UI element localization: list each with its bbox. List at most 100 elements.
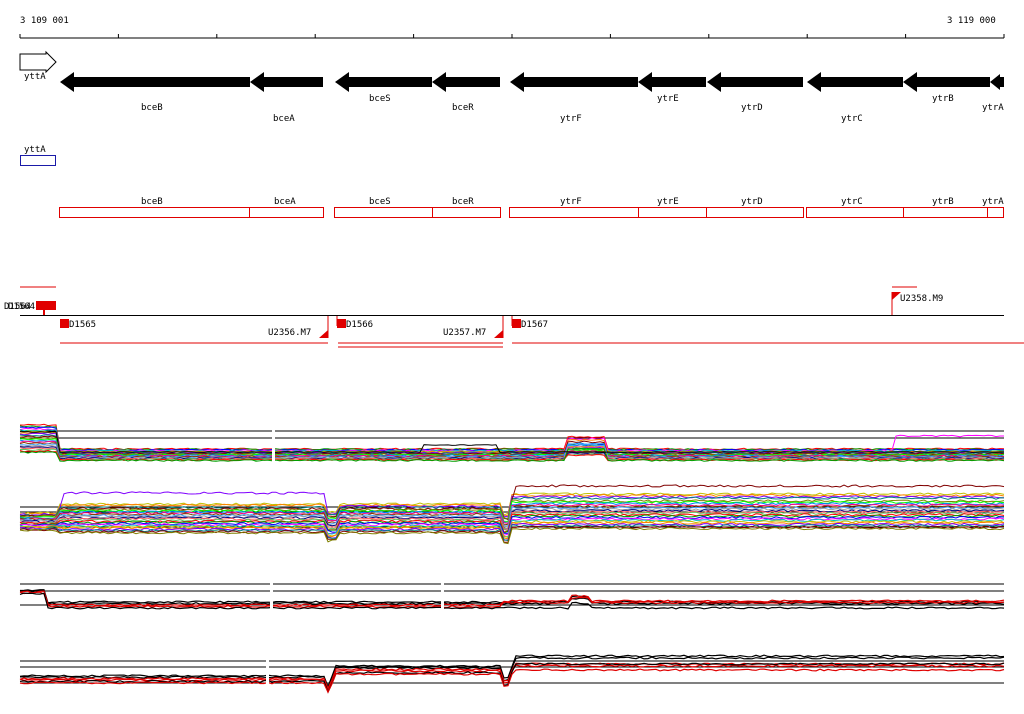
box-label-bceb: bceB	[141, 197, 163, 207]
gene-track: yttA bceB bceA bceS bceR ytrF ytrE ytrD …	[19, 50, 1004, 124]
expression-profile	[19, 506, 1005, 527]
expression-profile	[19, 448, 1005, 461]
gene-arrow-bceb[interactable]	[60, 72, 250, 92]
gene-arrow-ytrc[interactable]	[807, 72, 903, 92]
operon-box-bces[interactable]	[334, 207, 433, 218]
element-label-u2357: U2357.M7	[443, 328, 486, 338]
expression-profile	[19, 447, 1005, 462]
expression-track-3	[19, 568, 1005, 619]
expression-profile	[19, 590, 1005, 607]
ruler-ticks	[19, 34, 1005, 38]
expression-profile	[19, 524, 1005, 542]
segment-gap	[441, 568, 444, 619]
gene-arrow-ytrb[interactable]	[903, 72, 990, 92]
expression-profile	[19, 589, 1005, 606]
element-label-d1564-overlap: D1564	[8, 302, 35, 312]
regulatory-track: D1564 D1564 D1565 U2356.M7 D1566 U2357.M…	[4, 286, 1024, 348]
gene-arrow-ytta[interactable]	[19, 50, 57, 74]
gene-label-bces: bceS	[369, 94, 391, 104]
gene-label-ytrd: ytrD	[741, 103, 763, 113]
expression-profile	[19, 429, 1005, 453]
expression-profile	[19, 502, 1005, 524]
promoter-block-d1564[interactable]	[36, 301, 56, 310]
gene-arrow-bces[interactable]	[335, 72, 432, 92]
operon-box-ytta[interactable]	[20, 155, 56, 166]
operon-box-ytra[interactable]	[987, 207, 1004, 218]
box-label-bces: bceS	[369, 197, 391, 207]
element-label-d1565: D1565	[69, 320, 96, 330]
expression-profile	[19, 510, 1005, 530]
element-label-d1566: D1566	[346, 320, 373, 330]
expression-profile	[19, 668, 1005, 694]
box-label-ytta: yttA	[24, 145, 46, 155]
promoter-block-d1567[interactable]	[512, 319, 521, 328]
promoter-block-d1565[interactable]	[60, 319, 69, 328]
expression-track-4	[19, 645, 1005, 697]
expression-profile	[19, 515, 1005, 534]
gene-label-bcer: bceR	[452, 103, 474, 113]
operon-box-bceb[interactable]	[59, 207, 250, 218]
expression-profile	[19, 592, 1005, 610]
box-label-bcea: bceA	[274, 197, 296, 207]
expression-profile	[19, 662, 1005, 694]
operon-box-bcea[interactable]	[249, 207, 324, 218]
gene-label-ytta: yttA	[24, 72, 46, 82]
gene-arrow-ytra[interactable]	[990, 74, 1004, 90]
terminator-u2357[interactable]	[494, 330, 503, 338]
element-label-d1567: D1567	[521, 320, 548, 330]
box-label-ytrb: ytrB	[932, 197, 954, 207]
expression-profile	[19, 491, 1004, 518]
terminator-u2358[interactable]	[892, 292, 901, 300]
expression-profile	[19, 507, 1005, 528]
box-label-ytrc: ytrC	[841, 197, 863, 207]
expression-profile	[19, 526, 1005, 545]
expression-profile	[19, 518, 1005, 538]
expression-profile	[19, 427, 1004, 452]
segment-gap	[272, 415, 275, 466]
box-label-bcer: bceR	[452, 197, 474, 207]
gene-label-bceb: bceB	[141, 103, 163, 113]
gene-arrow-ytrf[interactable]	[510, 72, 638, 92]
expression-profile	[19, 508, 1005, 530]
expression-profile	[19, 441, 1005, 458]
box-label-ytre: ytrE	[657, 197, 679, 207]
expression-track-2	[19, 484, 1005, 545]
element-label-u2358: U2358.M9	[900, 294, 943, 304]
expression-profile	[19, 522, 1005, 541]
gene-label-ytrb: ytrB	[932, 94, 954, 104]
terminator-u2356[interactable]	[319, 330, 328, 338]
element-label-u2356: U2356.M7	[268, 328, 311, 338]
expression-profile	[19, 431, 1005, 453]
gene-label-bcea: bceA	[273, 114, 295, 124]
operon-box-ytrf[interactable]	[509, 207, 639, 218]
expression-profile	[19, 493, 1005, 517]
segment-gap	[270, 568, 273, 619]
gene-arrow-ytrd[interactable]	[707, 72, 803, 92]
gene-arrow-bcea[interactable]	[250, 72, 323, 92]
gene-arrow-bcer[interactable]	[432, 72, 500, 92]
expression-profile	[19, 439, 1005, 457]
box-label-ytra: ytrA	[982, 197, 1004, 207]
gene-label-ytre: ytrE	[657, 94, 679, 104]
operon-box-ytrb[interactable]	[903, 207, 988, 218]
ruler-start-label: 3 109 001	[20, 16, 69, 26]
expression-track-1	[19, 415, 1005, 466]
operon-box-bcer[interactable]	[432, 207, 501, 218]
gene-label-ytra: ytrA	[982, 103, 1004, 113]
gene-label-ytrc: ytrC	[841, 114, 863, 124]
operon-box-ytre[interactable]	[638, 207, 707, 218]
gene-arrow-ytre[interactable]	[638, 72, 706, 92]
operon-box-ytrc[interactable]	[806, 207, 904, 218]
expression-profile	[19, 591, 1005, 609]
segment-gap	[266, 645, 269, 697]
expression-profile	[19, 525, 1005, 543]
gene-label-ytrf: ytrF	[560, 114, 582, 124]
ruler-end-label: 3 119 000	[947, 16, 996, 26]
box-label-ytrf: ytrF	[560, 197, 582, 207]
box-label-ytrd: ytrD	[741, 197, 763, 207]
operon-track: yttA bceB bceA bceS bceR ytrF ytrE ytrD …	[20, 145, 1004, 218]
promoter-block-d1566[interactable]	[337, 319, 346, 328]
operon-box-ytrd[interactable]	[706, 207, 804, 218]
element-label-d1564: D1564	[4, 302, 31, 312]
